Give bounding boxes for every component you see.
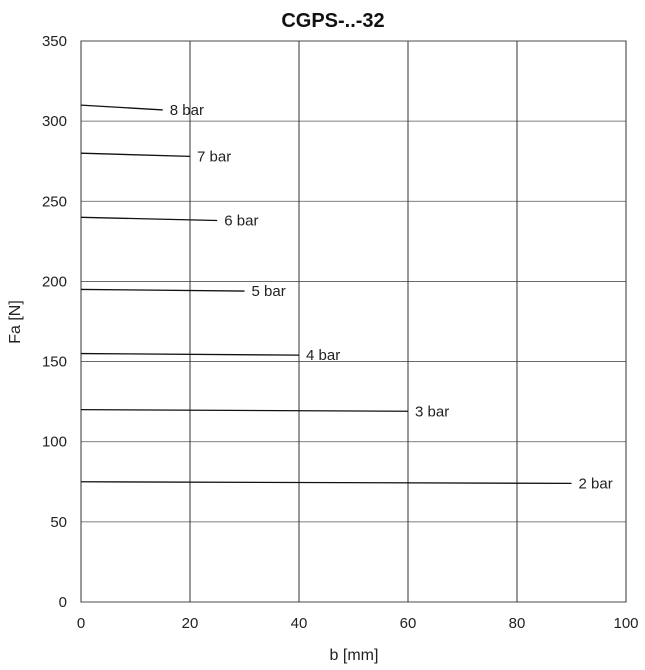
y-tick-label: 100 [42,434,67,451]
plot-frame [80,40,627,603]
y-tick-label: 300 [42,113,67,130]
y-tick-label: 200 [42,273,67,290]
y-axis-title: Fa [N] [7,300,24,344]
series-line [80,481,572,485]
y-tick-label: 0 [59,594,67,611]
chart-title: CGPS-..-32 [281,10,384,32]
series-line [80,409,409,412]
series-label: 8 bar [170,102,204,119]
series-line [80,352,300,356]
x-tick-label: 80 [509,615,526,632]
series-lines [80,104,572,485]
grid [80,40,627,603]
series-labels: 2 bar 3 bar 4 bar 5 bar 6 bar 7 bar 8 bar [170,102,613,492]
series-label: 4 bar [306,347,340,364]
y-tick-label: 350 [42,33,67,50]
x-tick-labels: 0 20 40 60 80 100 [77,615,639,632]
x-tick-label: 20 [182,615,199,632]
series-label: 6 bar [224,213,258,230]
series-line [80,288,245,292]
series-label: 2 bar [579,475,613,492]
x-axis-title: b [mm] [330,647,379,664]
y-tick-labels: 0 50 100 150 200 250 300 350 [42,33,67,611]
y-tick-label: 50 [50,514,67,531]
series-label: 5 bar [252,283,286,300]
x-tick-label: 60 [400,615,417,632]
x-tick-label: 40 [291,615,308,632]
series-line [80,152,191,158]
x-tick-label: 100 [613,615,638,632]
y-tick-label: 250 [42,193,67,210]
series-line [80,216,218,222]
series-line [80,104,163,111]
series-label: 3 bar [415,403,449,420]
x-tick-label: 0 [77,615,85,632]
y-tick-label: 150 [42,354,67,371]
series-label: 7 bar [197,148,231,165]
